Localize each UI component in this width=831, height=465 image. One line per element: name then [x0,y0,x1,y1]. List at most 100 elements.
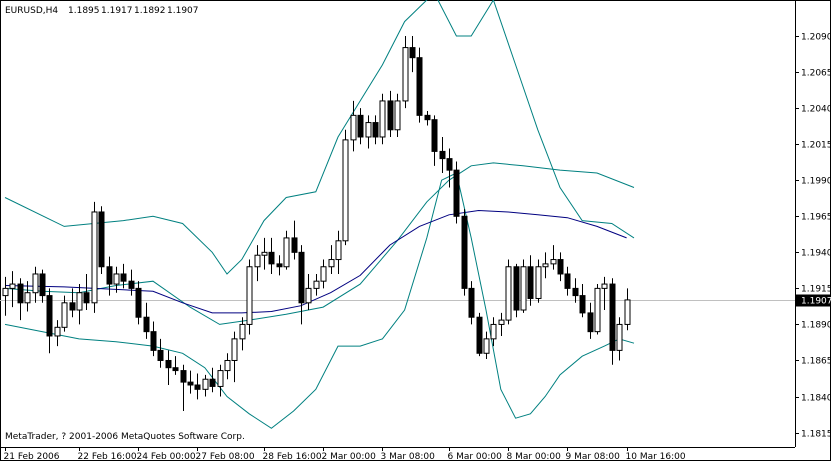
time-tick-label: 3 Mar 08:00 [381,452,436,461]
low-value: 1.1892 [134,6,166,16]
bullish-candle [350,114,357,141]
bearish-candle [609,283,616,351]
bullish-candle [379,100,386,138]
bullish-candle [394,100,401,131]
bearish-candle [46,295,53,337]
bullish-candle [239,323,246,340]
bullish-candle [313,280,320,289]
open-value: 1.1895 [68,6,100,16]
bearish-candle [476,316,483,354]
bullish-candle [91,211,98,304]
bearish-candle [579,295,586,314]
price-tick-label: 1.2065 [801,69,831,79]
bullish-candle [217,370,224,387]
bullish-candle [616,323,623,351]
bullish-candle [505,266,512,321]
bullish-candle [328,259,335,268]
price-tick-label: 1.1940 [801,249,831,259]
bearish-candle [298,251,305,304]
time-tick-label: 24 Feb 00:00 [137,452,196,461]
time-tick-label: 27 Feb 08:00 [196,452,255,461]
moving-average-line [4,209,627,314]
bullish-candle [520,266,527,311]
bearish-candle [98,211,105,268]
bearish-candle [564,273,571,289]
bullish-candle [542,263,549,268]
price-tick-label: 1.2090 [801,33,831,43]
bullish-candle [54,326,61,337]
time-tick-label: 28 Feb 16:00 [263,452,322,461]
bullish-candle [365,122,372,138]
bearish-candle [194,384,201,390]
price-tick-label: 1.1840 [801,394,831,404]
bearish-candle [143,316,150,333]
bullish-candle [283,237,290,268]
bullish-candle [9,283,16,289]
bearish-candle [291,237,298,253]
bearish-candle [431,119,438,152]
price-tick-label: 1.2015 [801,141,831,151]
bearish-candle [157,349,164,361]
bollinger-upper-line [4,0,635,275]
bearish-candle [461,215,468,289]
bullish-candle [61,302,68,328]
chart-plot-area [0,0,796,448]
time-tick-label: 6 Mar 00:00 [448,452,503,461]
bearish-candle [39,273,46,297]
bullish-candle [246,266,253,325]
bullish-candle [535,266,542,299]
bearish-candle [557,259,564,275]
bearish-candle [587,312,594,333]
current-price-label: 1.1907 [801,297,831,307]
time-axis: 21 Feb 2006 22 Feb 16:00 24 Feb 00:00 27 Fe… [4,447,686,462]
bullish-candle [24,292,31,304]
bearish-candle [387,100,394,131]
bullish-candle [76,292,83,311]
bullish-candle [483,338,490,354]
bearish-candle [17,283,24,304]
bearish-candle [572,287,579,297]
bullish-candle [305,287,312,304]
price-tick-label: 1.1990 [801,177,831,187]
close-value: 1.1907 [167,6,199,16]
price-tick-label: 1.1965 [801,213,831,223]
time-tick-label: 8 Mar 00:00 [507,452,562,461]
bearish-candle [424,114,431,121]
symbol-label: EURUSD,H4 [5,6,58,16]
candlestick-series [2,36,631,411]
bollinger-middle-line [4,162,635,325]
bullish-candle [342,139,349,242]
bearish-candle [409,47,416,59]
bearish-candle [209,378,216,387]
bearish-candle [357,114,364,138]
bullish-candle [113,273,120,285]
bullish-candle [320,266,327,282]
bearish-candle [120,273,127,282]
bearish-candle [106,266,113,285]
bollinger-lower-line [4,172,635,429]
bearish-candle [453,169,460,217]
bearish-candle [83,292,90,304]
price-axis: 1.2090 1.2065 1.2040 1.2015 1.1990 1.1965 1.19… [795,33,831,440]
bullish-candle [594,287,601,333]
bearish-candle [268,251,275,265]
bullish-candle [202,378,209,390]
bullish-candle [498,319,505,325]
bullish-candle [335,240,342,261]
time-tick-label: 2 Mar 00:00 [322,452,377,461]
bearish-candle [187,381,194,386]
bollinger-bands [4,0,635,429]
copyright-text: MetaTrader, ? 2001-2006 MetaQuotes Softw… [5,432,245,442]
bullish-candle [550,259,557,265]
bearish-candle [468,287,475,318]
bearish-candle [128,280,135,289]
high-value: 1.1917 [101,6,133,16]
bullish-candle [231,338,238,361]
bearish-candle [513,266,520,311]
bearish-candle [165,359,172,369]
bullish-candle [402,47,409,102]
bearish-candle [439,150,446,160]
